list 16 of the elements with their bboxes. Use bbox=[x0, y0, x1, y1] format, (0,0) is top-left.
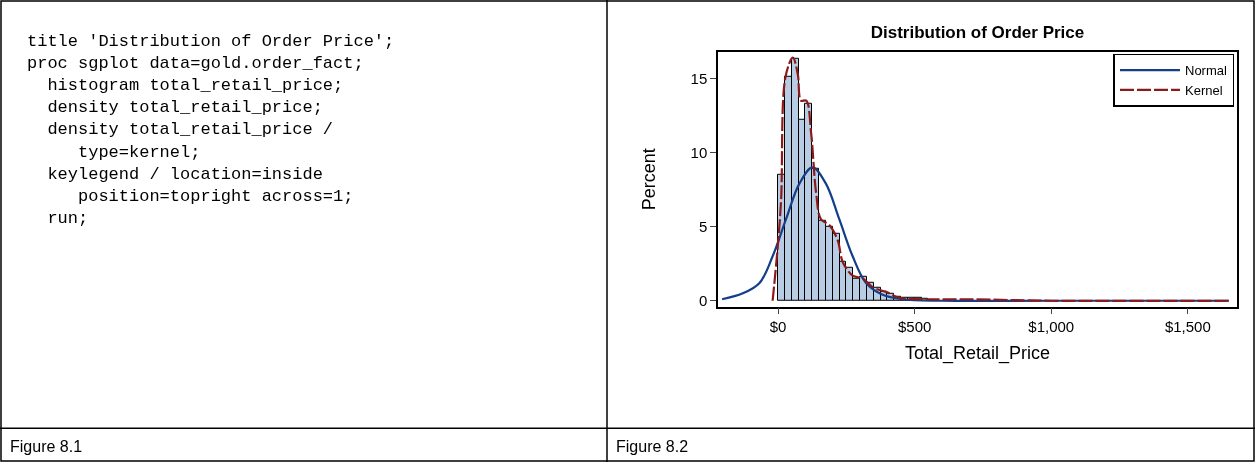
x-tick-label: $1,000 bbox=[1028, 318, 1075, 336]
legend-label: Kernel bbox=[1184, 83, 1223, 99]
caption: Figure 8.2 bbox=[616, 438, 689, 455]
x-tick-label: $1,500 bbox=[1164, 318, 1211, 336]
chart-title: Distribution of Order Price bbox=[870, 22, 1085, 42]
x-tick-label: $0 bbox=[769, 318, 787, 336]
text: title 'Distribution of Order Price'; proc sgplot data=gold.order_fact; histogram total_retail_price; density total_retail_price; density total_retail_price / type=kernel; keylegend / location=inside position=topright across=1; run; bbox=[27, 32, 395, 228]
y-axis-title: Percent bbox=[639, 148, 660, 211]
x-axis-title: Total_Retail_Price bbox=[904, 343, 1051, 365]
y-tick-label: 5 bbox=[698, 217, 708, 235]
y-tick-label: 15 bbox=[690, 69, 708, 87]
legend-label: Normal bbox=[1184, 63, 1227, 79]
caption: Figure 8.1 bbox=[10, 438, 83, 455]
x-tick-label: $500 bbox=[897, 318, 932, 336]
y-tick-label: 0 bbox=[698, 292, 708, 309]
y-tick-label: 10 bbox=[690, 143, 708, 161]
